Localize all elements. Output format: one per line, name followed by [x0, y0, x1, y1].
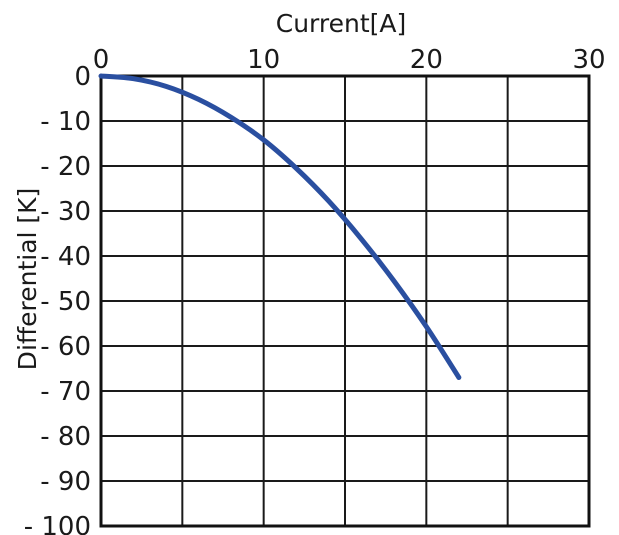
- y-tick-label: 0: [74, 62, 91, 92]
- y-tick-label: - 80: [40, 422, 91, 452]
- y-tick-label: - 60: [40, 332, 91, 362]
- y-tick-label: - 50: [40, 287, 91, 317]
- grid: [101, 76, 589, 526]
- series-layer: [98, 73, 462, 380]
- x-axis-title: Current[A]: [276, 9, 407, 38]
- y-tick-label: - 70: [40, 377, 91, 407]
- y-tick-label: - 100: [24, 512, 91, 535]
- x-tick-label: 20: [410, 45, 443, 75]
- y-tick-label: - 90: [40, 467, 91, 497]
- y-axis-title: Differential [K]: [13, 188, 42, 371]
- x-tick-labels: 0 10 20 30: [93, 45, 606, 75]
- series-line-1: [98, 73, 462, 380]
- x-tick-label: 10: [247, 45, 280, 75]
- y-tick-labels: 0 - 10 - 20 - 30 - 40 - 50 - 60 - 70 - 80 - 90 - 1…: [24, 62, 91, 535]
- y-tick-label: - 30: [40, 197, 91, 227]
- plot-border: [99, 74, 591, 528]
- y-tick-label: - 40: [40, 242, 91, 272]
- y-tick-label: - 10: [40, 107, 91, 137]
- x-tick-label: 0: [93, 45, 110, 75]
- y-tick-label: - 20: [40, 152, 91, 182]
- x-tick-label: 30: [572, 45, 605, 75]
- plot-frame: [99, 74, 591, 528]
